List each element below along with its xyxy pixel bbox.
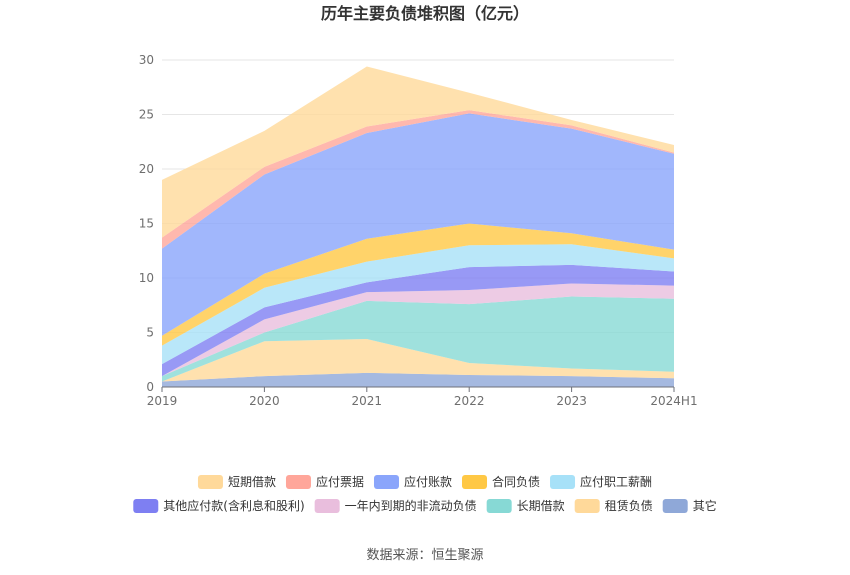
axes: 0 5 10 15 20 25 30 2019 2020 2021 2022 2023 2024H1 — [139, 53, 698, 408]
area-series-3 — [162, 283, 674, 377]
legend-swatch — [314, 499, 340, 513]
legend-swatch — [133, 499, 159, 513]
legend-swatch — [462, 475, 488, 489]
legend-swatch — [285, 475, 311, 489]
legend-label: 应付票据 — [316, 474, 364, 489]
legend-label: 合同负债 — [492, 474, 540, 489]
legend-swatch — [197, 475, 223, 489]
legend-label: 其它 — [693, 498, 717, 513]
y-tick-label: 0 — [146, 380, 154, 394]
area-series-group — [162, 66, 674, 387]
y-tick-label: 30 — [139, 53, 154, 67]
area-series-9 — [162, 66, 674, 238]
legend-label: 长期借款 — [517, 499, 565, 513]
legend-label: 短期借款 — [228, 475, 276, 489]
legend-swatch — [550, 475, 576, 489]
y-tick-label: 5 — [146, 326, 154, 340]
legend-swatch — [486, 499, 512, 513]
legend-label: 应付职工薪酬 — [580, 474, 652, 489]
y-tick-label: 25 — [139, 108, 154, 122]
area-series-1 — [162, 339, 674, 382]
legend-label: 其他应付款(含利息和股利) — [163, 498, 304, 513]
area-series-0 — [162, 372, 674, 387]
x-tick-label: 2021 — [352, 394, 383, 408]
y-tick-label: 10 — [139, 271, 154, 285]
legend-swatch — [373, 475, 399, 489]
area-series-6 — [162, 223, 674, 346]
legend-swatch — [574, 499, 600, 513]
area-series-2 — [162, 296, 674, 382]
x-tick-label: 2024H1 — [650, 394, 697, 408]
x-tick-label: 2019 — [147, 394, 178, 408]
area-series-5 — [162, 244, 674, 365]
area-series-7 — [162, 113, 674, 336]
legend-label: 应付账款 — [404, 474, 452, 489]
chart-title: 历年主要负债堆积图（亿元） — [321, 4, 529, 23]
x-tick-label: 2022 — [454, 394, 485, 408]
data-source-note: 数据来源：恒生聚源 — [366, 548, 483, 563]
legend-label: 一年内到期的非流动负债 — [345, 498, 477, 513]
area-series-4 — [162, 264, 674, 377]
x-tick-label: 2020 — [249, 394, 280, 408]
legend-label: 租赁负债 — [605, 499, 653, 513]
y-tick-label: 15 — [139, 217, 154, 231]
legend-swatch — [662, 499, 688, 513]
x-tick-label: 2023 — [556, 394, 587, 408]
y-tick-label: 20 — [139, 162, 154, 176]
